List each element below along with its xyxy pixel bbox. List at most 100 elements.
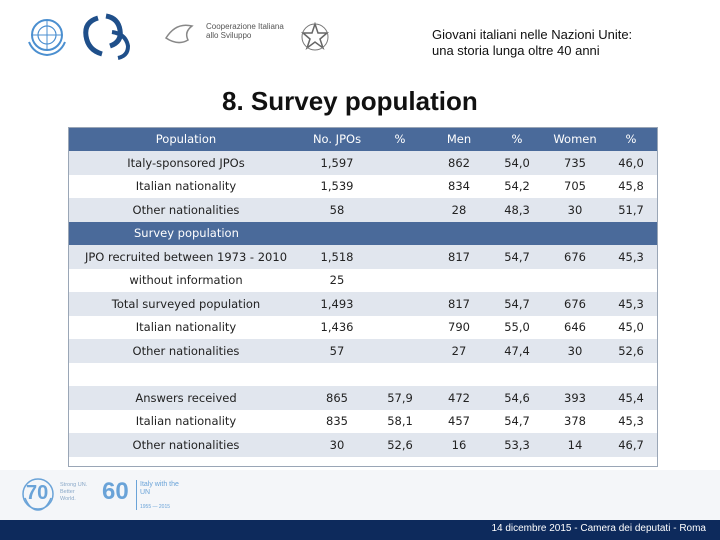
cell-men: 16 xyxy=(451,437,467,452)
row-label: Italy-sponsored JPOs xyxy=(127,155,245,170)
cell-women: 14 xyxy=(567,437,583,452)
cell-women-percent: 45,3 xyxy=(618,249,644,264)
cell-men-percent: 54,7 xyxy=(504,249,530,264)
header: Cooperazione Italiana allo Sviluppo Giov… xyxy=(0,0,720,70)
sixty-years: 1955 — 2015 xyxy=(140,504,171,510)
cell-percent: 58,1 xyxy=(387,414,413,429)
header-no-jpos: No. JPOs xyxy=(312,132,362,146)
cell-percent: 57,9 xyxy=(387,390,413,405)
cell-women: 676 xyxy=(564,249,586,264)
cell-men-percent: 47,4 xyxy=(504,343,530,358)
un-emblem-logo xyxy=(28,19,66,57)
cell-percent xyxy=(370,292,430,316)
cell-women-percent: 46,0 xyxy=(618,155,644,170)
header-women-percent: % xyxy=(625,132,637,146)
cell-men-percent: 55,0 xyxy=(504,320,530,335)
cell-women xyxy=(546,363,604,387)
cell-men: 28 xyxy=(451,202,467,217)
cell-men: 817 xyxy=(448,249,470,264)
cell-women: 30 xyxy=(567,343,583,358)
table-row: Other nationalities 58 28 48,3 30 51,7 xyxy=(68,198,658,222)
cell-percent xyxy=(370,151,430,175)
sixty-caption: Italy with the UN xyxy=(140,481,179,496)
cell-percent xyxy=(370,339,430,363)
header-men-percent: % xyxy=(511,132,523,146)
cell-men: 27 xyxy=(451,343,467,358)
cell-women-percent xyxy=(604,363,658,387)
cell-men xyxy=(430,269,488,293)
dove-icon xyxy=(164,24,194,44)
cell-men xyxy=(430,363,488,387)
cell-percent xyxy=(370,245,430,269)
cell-percent xyxy=(370,222,430,246)
cell-percent: 52,6 xyxy=(387,437,413,452)
cell-men-percent: 54,2 xyxy=(504,179,530,194)
cell-no-jpos: 1,436 xyxy=(320,320,354,335)
row-label xyxy=(68,363,304,387)
cell-men-percent: 54,6 xyxy=(504,390,530,405)
italian-emblem-logo xyxy=(300,22,330,51)
sixty-number: 60 xyxy=(102,478,129,505)
cell-no-jpos: 30 xyxy=(329,437,345,452)
table-row: Italy-sponsored JPOs 1,597 862 54,0 735 … xyxy=(68,151,658,175)
cell-no-jpos: 57 xyxy=(329,343,345,358)
row-label: JPO recruited between 1973 - 2010 xyxy=(84,249,288,264)
cell-men-percent: 54,7 xyxy=(504,414,530,429)
table-row: Answers received 865 57,9 472 54,6 393 4… xyxy=(68,386,658,410)
cell-women: 30 xyxy=(567,202,583,217)
un70-caption: Strong UN. Better World. xyxy=(60,482,88,502)
cell-men: 834 xyxy=(448,179,470,194)
cell-women-percent: 45,0 xyxy=(618,320,644,335)
table-row: without information 25 xyxy=(68,269,658,293)
un70-logo: 70 Strong UN. Better World. xyxy=(20,476,90,514)
cell-no-jpos: 865 xyxy=(326,390,348,405)
row-label: Italian nationality xyxy=(135,414,237,429)
header-population: Population xyxy=(155,132,217,146)
cell-no-jpos: 1,539 xyxy=(320,179,354,194)
cell-women: 393 xyxy=(564,390,586,405)
cooperazione-line2: allo Sviluppo xyxy=(206,31,252,40)
cell-women-percent: 45,3 xyxy=(618,296,644,311)
row-label: Survey population xyxy=(134,226,239,241)
table-row: JPO recruited between 1973 - 2010 1,518 … xyxy=(68,245,658,269)
cell-men: 457 xyxy=(448,414,470,429)
row-label: Italian nationality xyxy=(135,179,237,194)
cell-men: 817 xyxy=(448,296,470,311)
cell-percent xyxy=(370,198,430,222)
table-row: Italian nationality 1,436 790 55,0 646 4… xyxy=(68,316,658,340)
cell-women-percent: 52,6 xyxy=(618,343,644,358)
row-label: without information xyxy=(129,273,243,288)
italy-un-60-logo: 60 Italy with the UN 1955 — 2015 xyxy=(100,476,200,514)
row-label: Italian nationality xyxy=(135,320,237,335)
footer-text: 14 dicembre 2015 - Camera dei deputati -… xyxy=(491,523,706,534)
cell-men-percent: 48,3 xyxy=(504,202,530,217)
cell-men-percent xyxy=(488,363,546,387)
cell-women-percent: 45,8 xyxy=(618,179,644,194)
table-row: Other nationalities 30 52,6 16 53,3 14 4… xyxy=(68,433,658,457)
cell-percent xyxy=(370,175,430,199)
header-men: Men xyxy=(446,132,472,146)
header-title-line1: Giovani italiani nelle Nazioni Unite: xyxy=(432,27,633,42)
cell-men-percent: 54,7 xyxy=(504,296,530,311)
cell-men-percent: 53,3 xyxy=(504,437,530,452)
cell-women xyxy=(546,222,604,246)
camera-deputati-logo xyxy=(83,13,131,60)
row-label: Total surveyed population xyxy=(111,296,261,311)
cell-women: 735 xyxy=(564,155,586,170)
cell-women: 378 xyxy=(564,414,586,429)
cell-men: 472 xyxy=(448,390,470,405)
cell-women-percent xyxy=(604,269,658,293)
header-title: Giovani italiani nelle Nazioni Unite: un… xyxy=(432,27,632,59)
un-wreath-icon xyxy=(22,478,54,511)
cell-women-percent: 45,3 xyxy=(618,414,644,429)
table-row-spacer xyxy=(68,363,658,387)
cell-percent xyxy=(370,269,430,293)
sixty-divider xyxy=(136,480,137,510)
header-title-line2: una storia lunga oltre 40 anni xyxy=(432,43,600,58)
cell-men xyxy=(430,222,488,246)
cell-women xyxy=(546,269,604,293)
cell-men-percent xyxy=(488,222,546,246)
cell-percent xyxy=(370,363,430,387)
cooperazione-line1: Cooperazione Italiana xyxy=(206,22,284,31)
row-label: Answers received xyxy=(135,390,237,405)
